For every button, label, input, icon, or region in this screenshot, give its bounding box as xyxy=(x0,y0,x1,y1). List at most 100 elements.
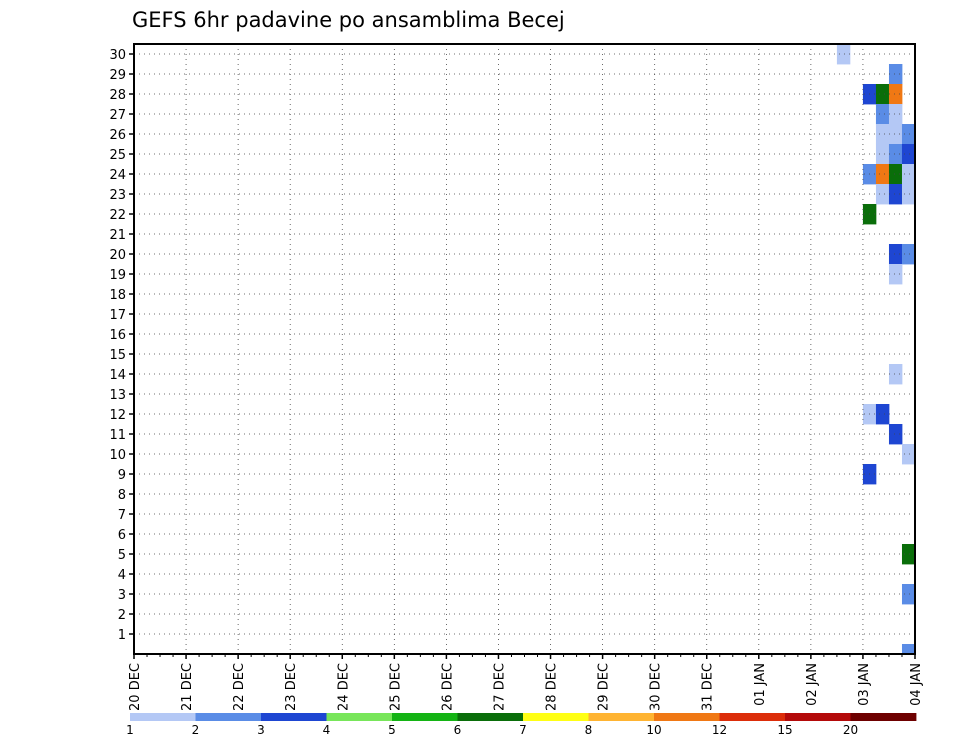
y-tick-label: 21 xyxy=(109,228,126,243)
y-tick-label: 4 xyxy=(118,568,126,583)
y-tick-label: 13 xyxy=(109,388,126,403)
precip-cell xyxy=(915,644,928,664)
colorbar-label: 3 xyxy=(257,723,265,737)
y-axis: 1234567891011121314151617181920212223242… xyxy=(109,48,134,643)
precip-cell xyxy=(915,544,928,564)
chart-title: GEFS 6hr padavine po ansamblima Becej xyxy=(132,8,565,32)
y-tick-label: 12 xyxy=(109,408,126,423)
y-tick-label: 9 xyxy=(118,468,126,483)
precip-cell xyxy=(888,144,903,165)
grid-layer xyxy=(134,44,915,654)
precip-cell xyxy=(888,424,903,445)
colorbar-label: 2 xyxy=(192,723,200,737)
precip-cell xyxy=(954,504,960,524)
colorbar-swatch xyxy=(588,713,655,721)
precip-cell xyxy=(888,164,903,185)
y-tick-label: 20 xyxy=(109,248,126,263)
colorbar-label: 5 xyxy=(388,723,396,737)
x-tick-label: 21 DEC xyxy=(180,663,195,711)
x-tick-label: 04 JAN xyxy=(909,663,924,706)
precip-cell xyxy=(941,544,954,564)
colorbar-label: 8 xyxy=(585,723,593,737)
colorbar-swatch xyxy=(261,713,327,721)
precip-cell xyxy=(875,404,890,425)
precip-cell xyxy=(915,144,928,164)
colorbar-label: 10 xyxy=(646,723,661,737)
x-tick-label: 02 JAN xyxy=(805,663,820,706)
x-tick-label: 30 DEC xyxy=(649,663,664,711)
y-tick-label: 8 xyxy=(118,488,126,503)
colorbar-label: 1 xyxy=(126,723,134,737)
y-tick-label: 15 xyxy=(109,348,126,363)
precip-cell xyxy=(954,664,960,684)
x-tick-label: 22 DEC xyxy=(232,663,247,711)
precip-cell xyxy=(915,584,928,604)
x-tick-label: 25 DEC xyxy=(388,663,403,711)
precip-cell xyxy=(888,64,903,85)
x-tick-label: 31 DEC xyxy=(701,663,716,711)
colorbar-swatch xyxy=(850,713,917,721)
precip-cell xyxy=(888,364,903,385)
precip-cell xyxy=(875,144,890,165)
precip-cell xyxy=(915,344,928,364)
precip-cell xyxy=(941,44,954,64)
precip-cell xyxy=(901,144,915,165)
precip-cell xyxy=(941,584,954,604)
precip-cell xyxy=(954,344,960,364)
precip-cell xyxy=(875,184,890,205)
x-tick-label: 20 DEC xyxy=(128,663,143,711)
precip-cell xyxy=(941,444,954,464)
precip-cell xyxy=(888,124,903,145)
precip-cell xyxy=(901,244,915,265)
precip-cell xyxy=(901,544,915,565)
y-tick-label: 22 xyxy=(109,208,126,223)
colorbar-swatch xyxy=(326,713,393,721)
y-tick-label: 29 xyxy=(109,68,126,83)
x-tick-label: 27 DEC xyxy=(492,663,507,711)
x-tick-label: 28 DEC xyxy=(545,663,560,711)
colorbar-swatch xyxy=(654,713,720,721)
y-tick-label: 23 xyxy=(109,188,126,203)
precip-cell xyxy=(888,244,903,265)
colorbar-label: 7 xyxy=(519,723,527,737)
x-axis: 20 DEC 21 DEC 22 DEC 23 DEC 24 DEC 25 DEC 26 D… xyxy=(128,654,924,711)
colorbar-swatch xyxy=(719,713,786,721)
precip-cell xyxy=(875,124,890,145)
precip-cell xyxy=(954,584,960,604)
precip-cell xyxy=(901,124,915,145)
x-tick-label: 23 DEC xyxy=(284,663,299,711)
precip-cell xyxy=(915,504,928,524)
precip-cell xyxy=(954,44,960,64)
colorbar-swatch xyxy=(392,713,458,721)
precip-cell xyxy=(901,184,915,205)
precip-cell xyxy=(888,184,903,205)
precip-cell xyxy=(928,584,941,604)
x-tick-label: 26 DEC xyxy=(440,663,455,711)
precip-cell xyxy=(901,444,915,465)
precip-cell xyxy=(915,264,928,284)
colorbar-swatch xyxy=(130,713,196,721)
y-tick-label: 30 xyxy=(109,48,126,63)
x-tick-label: 29 DEC xyxy=(597,663,612,711)
precip-cell xyxy=(901,164,915,185)
precip-cell xyxy=(954,144,960,164)
y-tick-label: 3 xyxy=(118,588,126,603)
precip-cell xyxy=(915,304,928,324)
precip-cell xyxy=(928,244,941,264)
colorbar-swatch xyxy=(785,713,851,721)
precip-cell xyxy=(941,64,954,84)
precip-cell xyxy=(901,584,915,605)
precip-cell xyxy=(875,104,890,125)
precip-cell xyxy=(941,204,954,224)
y-tick-label: 19 xyxy=(109,268,126,283)
y-tick-label: 26 xyxy=(109,128,126,143)
precip-cell xyxy=(928,544,941,564)
colorbar-swatch xyxy=(457,713,524,721)
plot-area xyxy=(133,43,960,684)
precip-cell xyxy=(928,644,941,664)
precip-cell xyxy=(941,144,954,164)
x-tick-label: 03 JAN xyxy=(857,663,872,706)
y-tick-label: 16 xyxy=(109,328,126,343)
colorbar: 1 2 3 4 5 6 7 8 10 12 15 20 xyxy=(126,713,917,737)
